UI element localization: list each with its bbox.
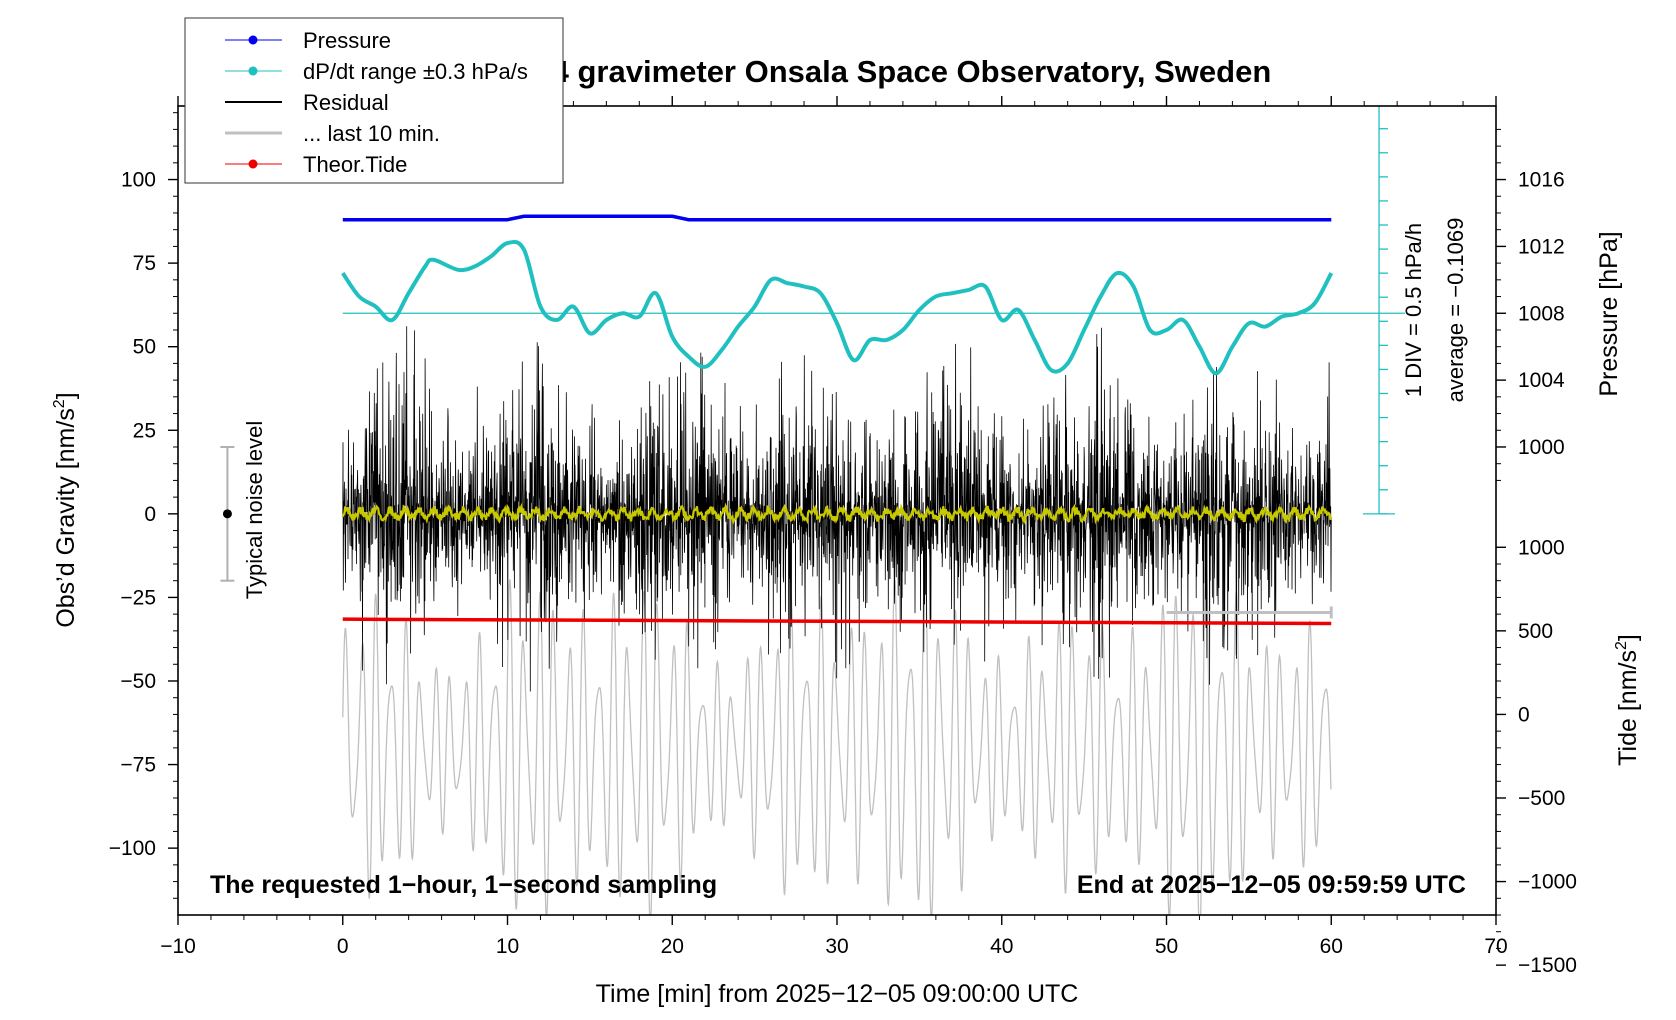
annotation-end-time: End at 2025−12−05 09:59:59 UTC — [1077, 871, 1466, 899]
y-axis-label-pressure: Pressure [hPa] — [1595, 231, 1623, 396]
pressure-tick-label: 1016 — [1518, 169, 1565, 192]
legend-label: dP/dt range ±0.3 hPa/s — [303, 59, 528, 84]
x-tick-label: 40 — [990, 935, 1013, 958]
tide-tick-label: 500 — [1518, 620, 1553, 643]
pressure-tick-label: 1004 — [1518, 369, 1565, 392]
legend-label: Pressure — [303, 28, 391, 53]
series-pressure — [342, 214, 1332, 222]
y-tick-label: −100 — [109, 837, 156, 860]
legend-label: ... last 10 min. — [303, 121, 440, 146]
y-axis-label-gravity-main: Obs’d Gravity [nm/s — [52, 408, 80, 628]
chart-title: SCG_054 gravimeter Onsala Space Observat… — [433, 54, 1272, 89]
x-tick-label: 10 — [496, 935, 519, 958]
tide-tick-label: −1500 — [1518, 954, 1577, 977]
legend-box — [184, 17, 564, 184]
x-tick-label: 50 — [1155, 935, 1178, 958]
y-tick-label: 50 — [133, 336, 156, 359]
series-residual-smoothed — [341, 502, 1333, 527]
series-dpdt — [341, 239, 1334, 376]
x-axis-label: Time [min] from 2025−12−05 09:00:00 UTC — [596, 980, 1079, 1008]
series-residual — [342, 326, 1332, 692]
y-axis-label-gravity-sup: 2 — [51, 399, 68, 408]
legend: Pressure dP/dt range ±0.3 hPa/s Residual..… — [184, 17, 564, 184]
series-last-10-min — [342, 554, 1332, 915]
tide-tick-label: −1000 — [1518, 871, 1577, 894]
y-tick-label: 0 — [144, 503, 156, 526]
tide-tick-label: 0 — [1518, 703, 1530, 726]
annotation-sampling: The requested 1−hour, 1−second sampling — [210, 871, 717, 899]
series-theor-tide — [342, 617, 1332, 626]
tide-tick-label: −500 — [1518, 787, 1565, 810]
legend-marker — [248, 66, 258, 76]
y-axis-label-gravity: Obs’d Gravity [nm/s2] — [51, 392, 80, 627]
y-tick-label: −50 — [120, 670, 156, 693]
legend-marker — [248, 35, 258, 45]
pressure-tick-label: 1000 — [1518, 436, 1565, 459]
y-tick-label: 100 — [121, 169, 156, 192]
pressure-tick-label: 1008 — [1518, 302, 1565, 325]
dpdt-average-label: average = −0.1069 — [1443, 218, 1468, 403]
noise-level-label: Typical noise level — [242, 421, 267, 600]
noise-level-center-point — [222, 509, 232, 519]
y-tick-label: −25 — [120, 586, 156, 609]
x-tick-label: −10 — [160, 935, 196, 958]
y-tick-label: 25 — [133, 419, 156, 442]
legend-label: Residual — [303, 90, 389, 115]
axis-layer: −10 0 10 20 30 40 50 60 701007550250−25−50−75−10… — [109, 96, 1577, 977]
pressure-tick-label: 1012 — [1518, 235, 1565, 258]
x-tick-label: 0 — [337, 935, 349, 958]
x-tick-label: 20 — [661, 935, 684, 958]
x-tick-label: 70 — [1484, 935, 1507, 958]
dpdt-scale-label: 1 DIV = 0.5 hPa/h — [1401, 223, 1426, 397]
x-tick-label: 30 — [825, 935, 848, 958]
y-axis-label-tide-main: Tide [nm/s — [1614, 650, 1642, 766]
legend-label: Theor.Tide — [303, 152, 407, 177]
y-axis-label-tide-end: ] — [1614, 634, 1642, 641]
tide-tick-label: 1000 — [1518, 536, 1565, 559]
plot-data-layer — [341, 106, 1406, 915]
y-axis-label-tide-sup: 2 — [1613, 641, 1630, 650]
y-tick-label: −75 — [120, 754, 156, 777]
legend-marker — [248, 159, 258, 169]
x-tick-label: 60 — [1320, 935, 1343, 958]
y-tick-label: 75 — [133, 252, 156, 275]
y-axis-label-tide: Tide [nm/s2] — [1613, 634, 1642, 766]
y-axis-label-gravity-end: ] — [52, 392, 80, 399]
